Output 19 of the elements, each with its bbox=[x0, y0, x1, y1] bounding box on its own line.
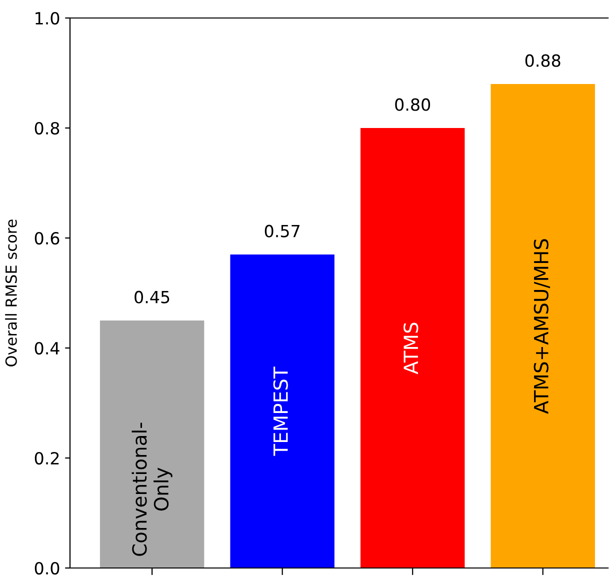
x-tick-label: ATMS bbox=[404, 322, 418, 374]
data-label: 0.80 bbox=[395, 98, 430, 111]
x-tick-label: TEMPEST bbox=[273, 366, 288, 456]
y-axis-title: Overall RMSE score bbox=[5, 220, 17, 366]
bar bbox=[490, 84, 595, 568]
data-label: 0.88 bbox=[525, 54, 560, 67]
data-label: 0.45 bbox=[134, 290, 170, 304]
y-tick-label: 0.8 bbox=[34, 122, 60, 135]
y-tick-label: 0.4 bbox=[34, 342, 60, 355]
bar bbox=[360, 128, 465, 568]
y-tick-label: 0.0 bbox=[34, 562, 60, 575]
bar bbox=[230, 254, 334, 568]
data-label: 0.57 bbox=[264, 224, 300, 238]
y-tick-label: 1.0 bbox=[36, 12, 60, 25]
bar bbox=[100, 320, 204, 568]
x-tick-label: Conventional- Only bbox=[132, 422, 172, 556]
x-tick-label: ATMS+AMSU/MHS bbox=[534, 239, 550, 414]
y-tick-label: 0.6 bbox=[34, 232, 60, 245]
y-tick-label: 0.2 bbox=[34, 452, 59, 465]
